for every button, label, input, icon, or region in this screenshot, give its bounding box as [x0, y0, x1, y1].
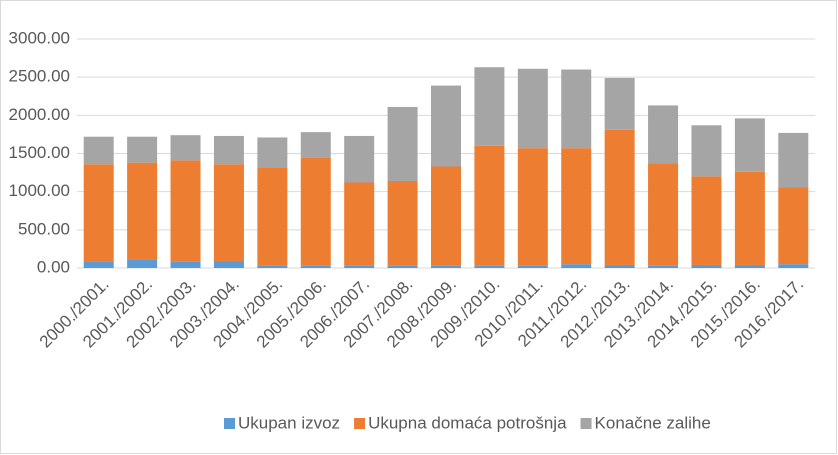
legend-label: Ukupan izvoz: [238, 413, 340, 432]
bar-segment: [604, 129, 635, 265]
y-tick-label: 500.00: [18, 219, 70, 238]
bar-segment: [344, 182, 375, 266]
bar-segment: [778, 132, 809, 188]
bar-segment: [213, 135, 244, 165]
bar-segment: [474, 265, 505, 268]
bar-segment: [561, 69, 592, 149]
bar-segment: [300, 265, 331, 268]
bar-segment: [387, 265, 418, 268]
bar-segment: [257, 265, 288, 268]
y-tick-label: 0.00: [37, 257, 70, 276]
bar-segment: [691, 176, 722, 265]
bar-segment: [170, 261, 201, 268]
bar-segment: [778, 264, 809, 268]
bar-segment: [561, 148, 592, 265]
bar-segment: [300, 157, 331, 266]
bar-segment: [431, 265, 461, 268]
bar-segment: [648, 105, 679, 164]
legend-swatch: [580, 418, 592, 429]
bar-segment: [83, 164, 114, 262]
bar-segment: [604, 77, 635, 130]
legend-label: Ukupna domaća potrošnja: [368, 413, 567, 432]
bar-segment: [127, 162, 158, 260]
bar-segment: [387, 106, 418, 181]
bar-segment: [213, 261, 244, 268]
y-tick-label: 3000.00: [9, 28, 70, 47]
bar-segment: [517, 148, 548, 266]
bar-segment: [83, 136, 114, 165]
bar-segment: [734, 118, 765, 172]
bar-segment: [474, 145, 505, 266]
bar-segment: [170, 160, 201, 262]
bar-segment: [517, 265, 548, 268]
bar-segment: [474, 67, 505, 146]
bar-segment: [344, 265, 375, 268]
bar-segment: [604, 264, 635, 268]
bar-segment: [83, 261, 114, 268]
bar-segment: [300, 132, 331, 158]
bar-segment: [170, 135, 201, 161]
bar-segment: [734, 264, 765, 268]
bar-segment: [691, 264, 722, 268]
y-tick-label: 2000.00: [9, 105, 70, 124]
y-tick-label: 1500.00: [9, 143, 70, 162]
bar-segment: [517, 68, 548, 149]
bar-segment: [561, 264, 592, 268]
bar-segment: [387, 180, 418, 266]
bar-segment: [257, 137, 288, 168]
y-tick-label: 1000.00: [9, 181, 70, 200]
bar-segment: [127, 136, 158, 163]
bar-segment: [127, 259, 158, 268]
bar-segment: [431, 85, 461, 167]
bar-segment: [431, 166, 461, 266]
bar-segment: [734, 171, 765, 265]
y-tick-label: 2500.00: [9, 67, 70, 86]
bar-segment: [344, 135, 375, 183]
bar-segment: [691, 125, 722, 177]
bar-segment: [213, 164, 244, 262]
legend-swatch: [224, 418, 235, 429]
bar-segment: [648, 265, 679, 268]
legend-label: Konačne zalihe: [595, 413, 711, 432]
bar-segment: [648, 163, 679, 266]
bar-segment: [778, 187, 809, 265]
legend-swatch: [354, 418, 366, 429]
bar-segment: [257, 167, 288, 266]
